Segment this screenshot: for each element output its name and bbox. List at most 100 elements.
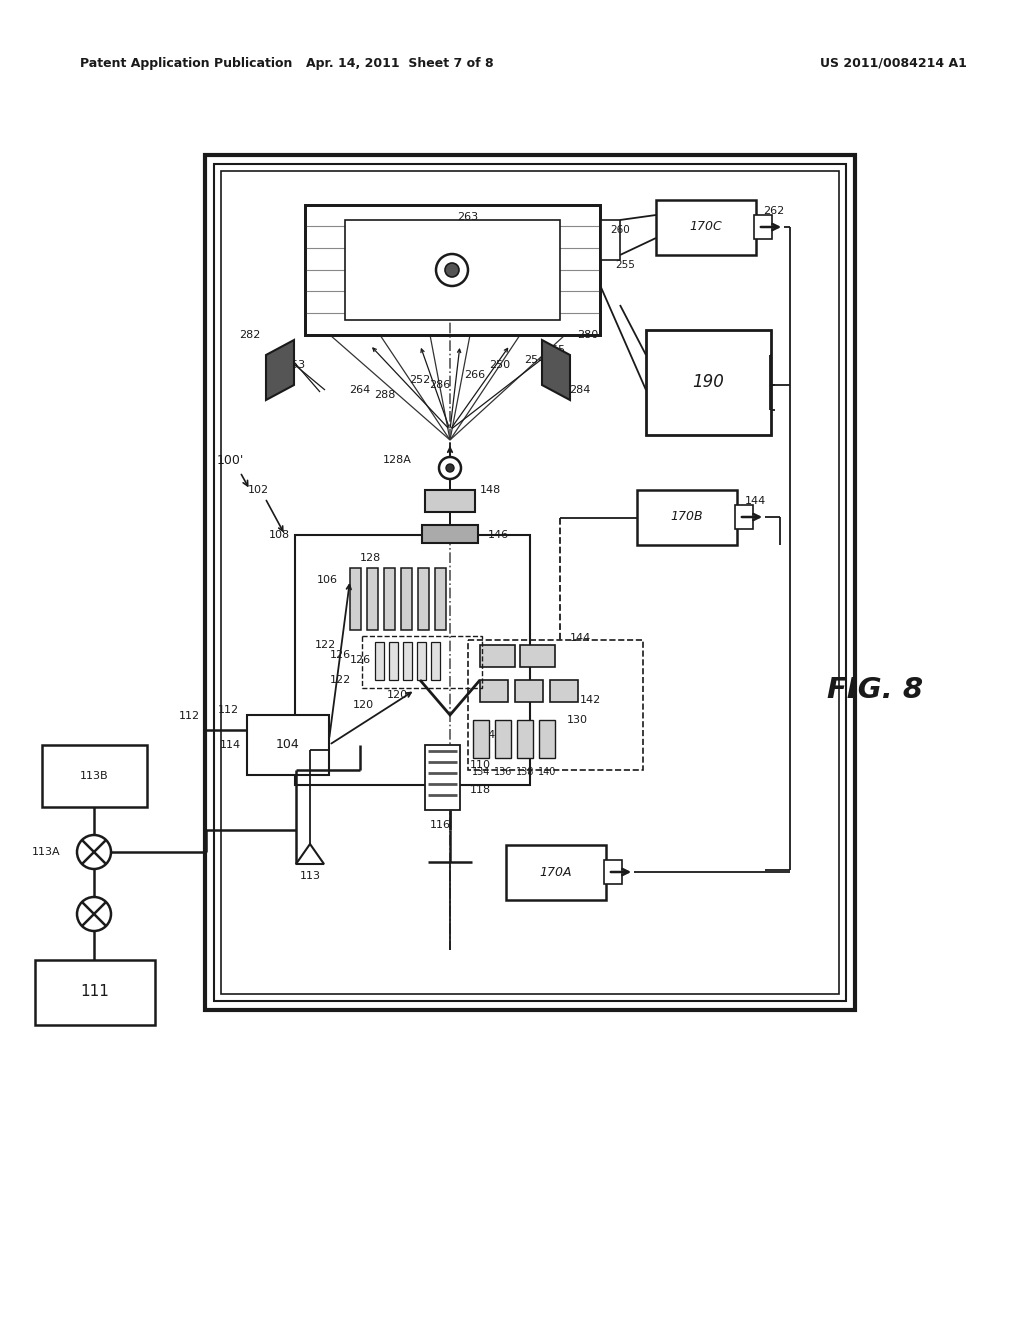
Bar: [425, 744, 460, 810]
Text: 118: 118: [470, 785, 492, 795]
Bar: [350, 568, 361, 630]
Text: Apr. 14, 2011  Sheet 7 of 8: Apr. 14, 2011 Sheet 7 of 8: [306, 57, 494, 70]
Text: 126: 126: [330, 649, 351, 660]
Bar: [600, 220, 620, 260]
Bar: [539, 719, 555, 758]
Bar: [435, 568, 446, 630]
Bar: [495, 719, 511, 758]
Bar: [506, 845, 606, 900]
Bar: [305, 205, 600, 335]
Text: 255: 255: [545, 345, 565, 355]
Bar: [604, 861, 622, 884]
Text: 130: 130: [567, 715, 588, 725]
Bar: [345, 220, 560, 319]
Text: 255: 255: [615, 260, 635, 271]
Text: 266: 266: [465, 370, 485, 380]
Bar: [480, 645, 515, 667]
Bar: [384, 568, 395, 630]
Text: 252: 252: [410, 375, 431, 385]
Text: 120: 120: [352, 700, 374, 710]
Bar: [560, 205, 600, 335]
Text: 262: 262: [763, 206, 784, 216]
Text: 111: 111: [81, 985, 110, 999]
Text: 144: 144: [569, 634, 591, 643]
Bar: [418, 568, 429, 630]
Bar: [221, 172, 839, 994]
Text: 113: 113: [299, 871, 321, 880]
Text: 260: 260: [610, 224, 630, 235]
Polygon shape: [266, 341, 294, 400]
Bar: [735, 506, 753, 529]
Bar: [417, 642, 426, 680]
Circle shape: [445, 263, 459, 277]
Text: 108: 108: [269, 531, 290, 540]
Text: 128A: 128A: [383, 455, 412, 465]
Text: 114: 114: [219, 741, 241, 750]
Text: 138: 138: [516, 767, 535, 777]
Bar: [550, 680, 578, 702]
Text: 146: 146: [488, 531, 509, 540]
Text: 104: 104: [276, 738, 300, 751]
Bar: [425, 490, 475, 512]
Bar: [247, 715, 329, 775]
Text: 284: 284: [569, 385, 591, 395]
Text: 190: 190: [692, 374, 724, 391]
Bar: [515, 680, 543, 702]
Bar: [473, 719, 489, 758]
Text: 263: 263: [457, 213, 478, 222]
Polygon shape: [296, 843, 324, 865]
Text: 170B: 170B: [671, 511, 703, 524]
Bar: [517, 719, 534, 758]
Text: FIG. 8: FIG. 8: [827, 676, 923, 704]
Text: 134: 134: [472, 767, 490, 777]
Bar: [42, 744, 147, 807]
Circle shape: [446, 465, 454, 473]
Bar: [431, 642, 440, 680]
Text: 128: 128: [360, 553, 381, 564]
Bar: [367, 568, 378, 630]
Bar: [646, 330, 771, 436]
Text: 282: 282: [240, 330, 261, 341]
Text: 254: 254: [524, 355, 546, 366]
Circle shape: [439, 457, 461, 479]
Text: 280: 280: [578, 330, 599, 341]
Text: Patent Application Publication: Patent Application Publication: [80, 57, 293, 70]
Bar: [401, 568, 412, 630]
Text: 170C: 170C: [689, 220, 722, 234]
Bar: [305, 205, 600, 335]
Text: 148: 148: [480, 484, 502, 495]
Text: 140: 140: [538, 767, 556, 777]
Text: 116: 116: [429, 820, 451, 830]
Bar: [214, 164, 846, 1001]
Circle shape: [77, 836, 111, 869]
Text: 144: 144: [744, 496, 766, 506]
Bar: [520, 645, 555, 667]
Text: 122: 122: [315, 640, 336, 649]
Bar: [375, 642, 384, 680]
Text: 286: 286: [429, 380, 450, 389]
Text: 112: 112: [179, 711, 200, 721]
Text: 113B: 113B: [80, 771, 109, 781]
Text: 110: 110: [470, 760, 490, 770]
Text: 102: 102: [248, 484, 268, 495]
Bar: [362, 636, 482, 688]
Circle shape: [77, 898, 111, 931]
Bar: [422, 525, 478, 543]
Text: 250: 250: [489, 360, 511, 370]
Text: 126: 126: [349, 655, 371, 665]
Bar: [295, 535, 530, 785]
Bar: [389, 642, 398, 680]
Bar: [480, 680, 508, 702]
Text: 106: 106: [316, 576, 338, 585]
Bar: [205, 154, 855, 1010]
Text: 264: 264: [349, 385, 371, 395]
Bar: [35, 960, 155, 1026]
Bar: [403, 642, 412, 680]
Bar: [305, 205, 345, 335]
Bar: [754, 215, 772, 239]
Text: 120: 120: [387, 690, 408, 700]
Bar: [656, 201, 756, 255]
Bar: [468, 640, 643, 770]
Text: 113A: 113A: [32, 847, 60, 857]
Bar: [637, 490, 737, 545]
